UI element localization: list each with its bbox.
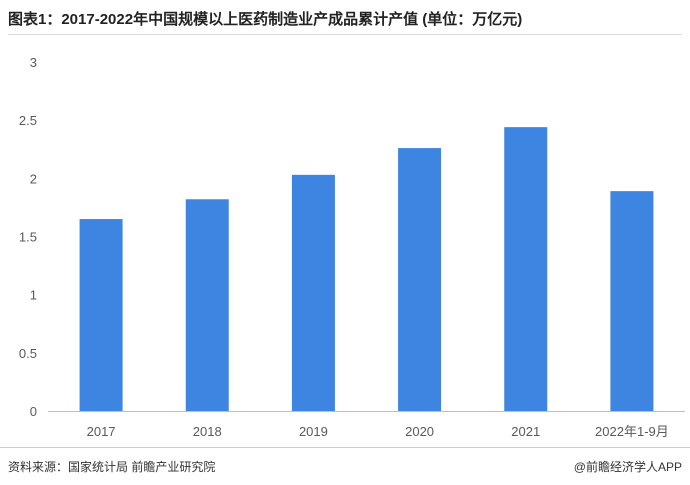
x-tick-label: 2019 [299,424,328,439]
y-tick-label: 1.5 [19,230,37,245]
bars [79,127,654,411]
x-tick-label: 2017 [87,424,116,439]
y-tick-label: 1 [30,288,37,303]
y-tick-label: 2 [30,171,37,186]
bar-chart: 0 0.5 1 1.5 2 2.5 3 2017 2018 2019 2020 2021 2022年1… [19,55,685,439]
title-divider [8,34,682,35]
y-tick-label: 2.5 [19,113,37,128]
y-axis: 0 0.5 1 1.5 2 2.5 3 [19,55,37,419]
x-tick-label: 2022年1-9月 [595,424,669,439]
footer: 资料来源：国家统计局 前瞻产业研究院 @前瞻经济学人APP [0,447,690,485]
bar [504,127,548,411]
bar [398,148,442,411]
x-tick-label: 2018 [193,424,222,439]
bar [79,219,123,411]
bar [291,174,335,411]
chart-title: 图表1：2017-2022年中国规模以上医药制造业产成品累计产值 (单位：万亿元… [8,11,523,28]
x-axis-labels: 2017 2018 2019 2020 2021 2022年1-9月 [87,424,669,439]
bar [610,191,654,411]
bar [185,199,229,411]
x-tick-label: 2021 [511,424,540,439]
x-tick-label: 2020 [405,424,434,439]
y-tick-label: 0.5 [19,346,37,361]
source-note: 资料来源：国家统计局 前瞻产业研究院 [8,460,216,474]
y-tick-label: 0 [30,404,37,419]
y-tick-label: 3 [30,55,37,70]
brand-credit: @前瞻经济学人APP [573,460,682,474]
